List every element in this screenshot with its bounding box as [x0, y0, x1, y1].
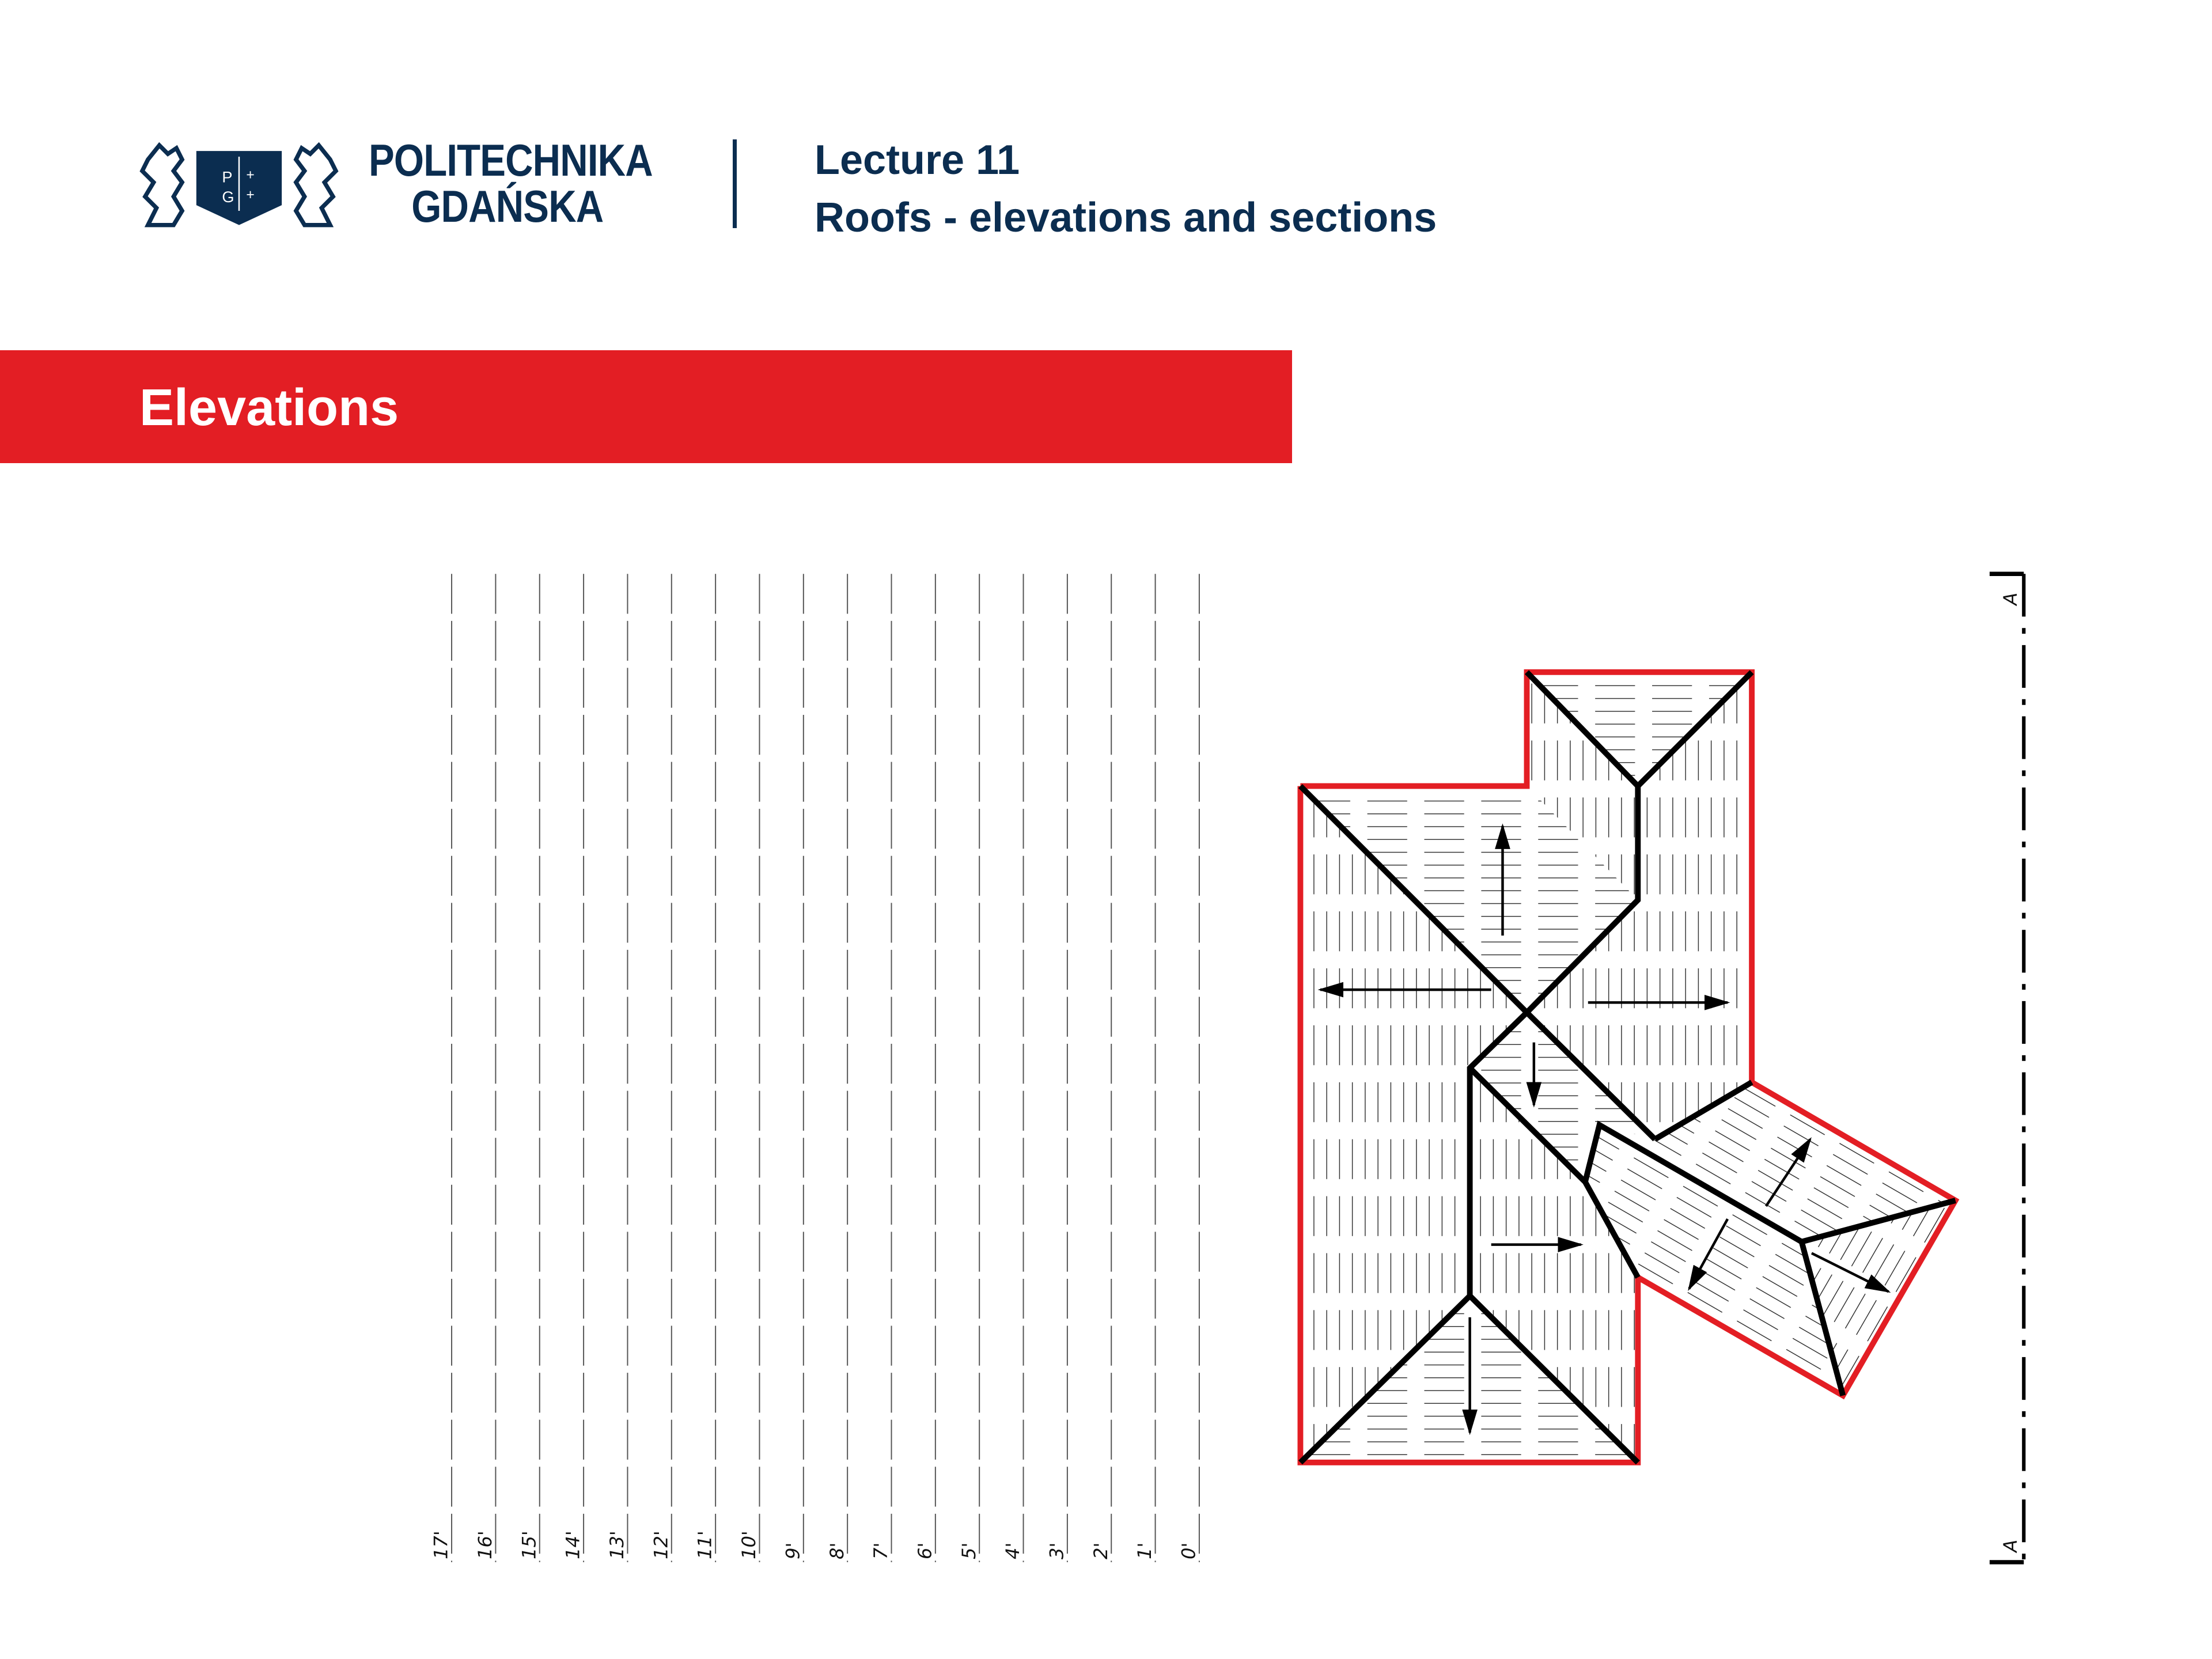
- header-divider: [733, 139, 737, 228]
- height-line-label: 4': [1002, 1543, 1024, 1559]
- roof-face-wing-south: [1585, 1124, 1843, 1396]
- section-line-a: A A: [1989, 571, 2026, 1565]
- svg-text:+: +: [246, 168, 254, 183]
- height-line-label: 7': [870, 1543, 892, 1559]
- university-name-line2: GDAŃSKA: [411, 181, 604, 232]
- height-line-label: 1': [1134, 1543, 1156, 1559]
- section-label-top: A: [1999, 593, 2021, 607]
- height-line-label: 10': [738, 1531, 760, 1559]
- height-line-label: 11': [694, 1531, 716, 1559]
- svg-text:P: P: [222, 168, 232, 186]
- height-line-label: 16': [474, 1531, 496, 1559]
- height-line-label: 12': [650, 1531, 672, 1559]
- height-line-label: 14': [562, 1531, 584, 1559]
- slope-arrow: [1688, 1218, 1729, 1291]
- university-logo: P G + +: [139, 142, 339, 228]
- lecture-subtitle: Roofs - elevations and sections: [815, 195, 1437, 241]
- slope-arrows: [1317, 823, 1891, 1435]
- height-line-label: 2': [1090, 1543, 1112, 1559]
- roof-face-valley: [1469, 1012, 1655, 1182]
- slope-arrow: [1764, 1137, 1812, 1207]
- roof-face-top-west: [1527, 672, 1638, 900]
- height-line-label: 17': [430, 1531, 452, 1559]
- height-line-label: 5': [958, 1543, 980, 1559]
- section-title: Elevations: [139, 379, 399, 437]
- height-lines: 17' 16' 15' 14' 13' 12' 11' 10' 9' 8' 7' 6' 5' 4' 3' 2'…: [430, 574, 1200, 1562]
- svg-text:+: +: [246, 187, 254, 203]
- height-line-label: 0': [1178, 1543, 1200, 1559]
- slope-arrow: [1810, 1252, 1891, 1293]
- height-line-label: 13': [606, 1531, 628, 1559]
- roof-face-east: [1527, 672, 1752, 1139]
- height-line-label: 15': [518, 1531, 540, 1559]
- section-banner: Elevations: [0, 350, 1292, 463]
- height-line-label: 6': [914, 1543, 935, 1559]
- roof-face-north: [1300, 786, 1638, 1013]
- ridges-and-hips: [1298, 670, 1956, 1465]
- roof-face-west: [1300, 786, 1527, 1463]
- roof-face-wing-end: [1801, 1200, 1956, 1396]
- height-line-label: 3': [1046, 1543, 1067, 1559]
- lecture-heading: Lecture 11 Roofs - elevations and sectio…: [815, 131, 1437, 247]
- height-line-label: 9': [782, 1543, 804, 1559]
- svg-text:G: G: [222, 188, 234, 206]
- height-line-label: 8': [826, 1543, 848, 1559]
- section-label-bottom: A: [1999, 1540, 2021, 1554]
- university-name: POLITECHNIKA GDAŃSKA: [369, 135, 653, 232]
- roof-faces: [1300, 672, 1956, 1463]
- roof-face-top-hip: [1527, 672, 1752, 786]
- lecture-number: Lecture 11: [815, 137, 1020, 183]
- university-name-line1: POLITECHNIKA: [369, 135, 653, 185]
- roof-face-lower-east: [1469, 1068, 1638, 1463]
